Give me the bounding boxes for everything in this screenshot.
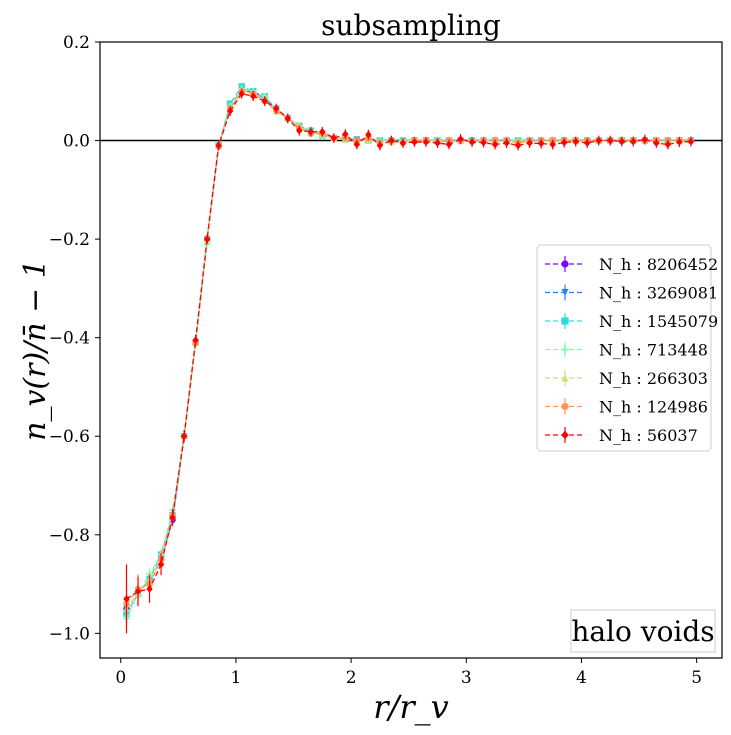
x-tick-label: 0 bbox=[115, 668, 126, 688]
y-tick-label: −0.6 bbox=[49, 427, 90, 447]
data-point bbox=[284, 114, 291, 123]
legend-label: N_h : 1545079 bbox=[599, 312, 718, 331]
plot-frame bbox=[99, 41, 723, 659]
data-point bbox=[238, 89, 245, 98]
data-point bbox=[445, 140, 453, 149]
y-tick-label: 0.0 bbox=[63, 132, 90, 152]
data-point bbox=[434, 139, 441, 147]
legend-item-3269081: N_h : 3269081 bbox=[545, 284, 718, 303]
x-axis-label: r/r_v bbox=[373, 688, 448, 726]
data-point bbox=[687, 137, 695, 146]
legend-label: N_h : 56037 bbox=[599, 426, 698, 445]
data-point bbox=[146, 585, 153, 593]
legend-item-713448: N_h : 713448 bbox=[545, 341, 708, 360]
legend-marker bbox=[561, 345, 569, 354]
y-tick-label: −0.8 bbox=[49, 526, 90, 546]
legend-label: N_h : 124986 bbox=[599, 398, 708, 417]
data-point bbox=[653, 139, 660, 147]
annotation-box bbox=[570, 609, 716, 653]
legend-label: N_h : 8206452 bbox=[599, 255, 718, 274]
annotation: halo voids bbox=[570, 609, 716, 653]
data-point bbox=[180, 432, 188, 441]
data-point bbox=[468, 138, 476, 146]
x-tick-label: 2 bbox=[346, 668, 357, 688]
x-tick-label: 5 bbox=[691, 668, 702, 688]
legend-marker bbox=[561, 288, 569, 297]
data-point bbox=[249, 92, 257, 101]
data-point bbox=[169, 513, 176, 522]
data-point bbox=[330, 134, 338, 142]
legend-item-8206452: N_h : 8206452 bbox=[545, 255, 718, 274]
y-tick-label: −0.4 bbox=[49, 329, 90, 349]
data-point bbox=[457, 135, 464, 143]
data-point bbox=[226, 107, 234, 115]
legend-label: N_h : 713448 bbox=[599, 341, 708, 360]
data-point bbox=[319, 127, 326, 136]
plot-area: 0 1 2 3 4 5 −1.0 −0.8 −0.6 −0.4 −0.2 0.0 0.2 r/r_v n_v… bbox=[18, 33, 723, 726]
data-point bbox=[630, 137, 637, 146]
legend-label: N_h : 3269081 bbox=[599, 284, 718, 303]
data-point bbox=[134, 587, 142, 596]
data-point bbox=[342, 130, 349, 138]
legend-item-124986: N_h : 124986 bbox=[545, 398, 708, 417]
data-point bbox=[584, 139, 591, 147]
data-point bbox=[526, 139, 533, 147]
data-point bbox=[273, 104, 280, 113]
data-point bbox=[664, 140, 672, 149]
data-point bbox=[480, 138, 487, 147]
data-point bbox=[307, 127, 314, 136]
data-point bbox=[549, 140, 556, 149]
data-point bbox=[261, 97, 268, 105]
legend-item-56037: N_h : 56037 bbox=[545, 426, 698, 445]
legend-marker bbox=[561, 260, 569, 268]
data-point bbox=[422, 138, 430, 146]
legend-marker bbox=[561, 430, 569, 440]
data-point bbox=[192, 336, 199, 344]
legend-label: N_h : 266303 bbox=[599, 369, 708, 388]
x-tick-label: 3 bbox=[461, 668, 472, 688]
y-tick-label: −0.2 bbox=[49, 230, 90, 250]
data-point bbox=[537, 139, 545, 148]
data-point bbox=[388, 136, 395, 145]
data-point bbox=[641, 135, 649, 144]
data-point bbox=[560, 138, 568, 147]
data-point bbox=[365, 130, 372, 139]
y-axis-label: n_v(r)/n̄ − 1 bbox=[18, 259, 53, 441]
data-point bbox=[215, 141, 222, 150]
data-point bbox=[399, 139, 407, 147]
y-tick-label: −1.0 bbox=[49, 624, 90, 644]
data-point bbox=[514, 141, 522, 150]
x-tick-label: 4 bbox=[576, 668, 587, 688]
data-point bbox=[491, 140, 499, 149]
legend: N_h : 8206452 N_h : 3269081 N_h : 1545079 N… bbox=[536, 244, 718, 452]
legend-item-1545079: N_h : 1545079 bbox=[545, 312, 718, 331]
data-point bbox=[572, 137, 579, 146]
data-point bbox=[411, 138, 418, 146]
data-point bbox=[607, 136, 614, 145]
legend-marker bbox=[561, 374, 569, 382]
data-point bbox=[123, 595, 130, 603]
legend-marker bbox=[561, 317, 569, 325]
data-point bbox=[618, 137, 625, 146]
data-point bbox=[376, 141, 384, 150]
legend-marker bbox=[561, 402, 569, 411]
y-tick-label: 0.2 bbox=[63, 33, 90, 53]
series-line bbox=[125, 88, 691, 619]
chart-title: subsampling bbox=[321, 9, 501, 42]
legend-box bbox=[536, 244, 712, 452]
data-point bbox=[157, 560, 165, 569]
legend-item-266303: N_h : 266303 bbox=[545, 369, 708, 388]
annotation-text: halo voids bbox=[571, 615, 714, 648]
data-point bbox=[676, 138, 683, 146]
data-point bbox=[296, 126, 303, 135]
data-point bbox=[353, 140, 361, 149]
data-point bbox=[595, 136, 602, 145]
series-line bbox=[126, 93, 691, 600]
x-tick-label: 1 bbox=[231, 668, 242, 688]
data-point bbox=[203, 235, 211, 243]
data-point bbox=[503, 139, 510, 147]
series-56037 bbox=[123, 88, 695, 634]
